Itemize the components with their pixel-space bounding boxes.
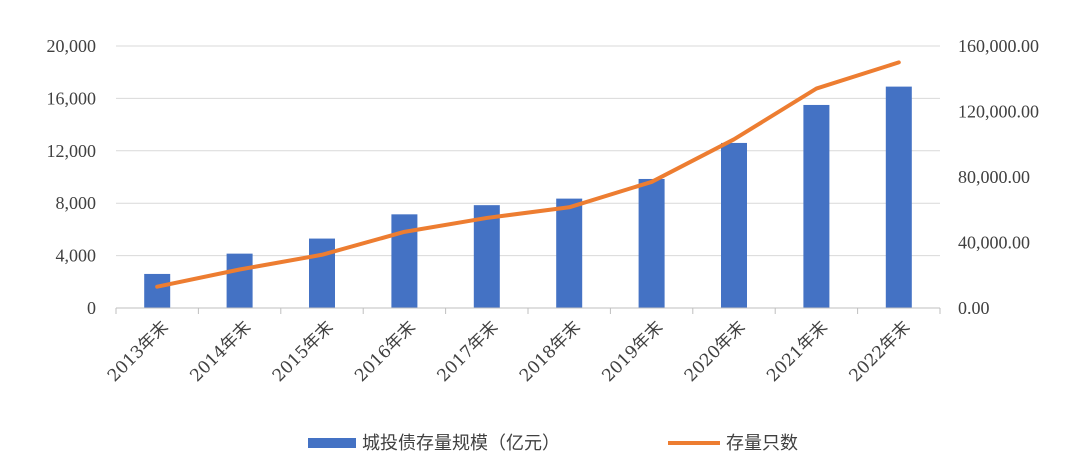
right-tick-label: 120,000.00 xyxy=(958,102,1039,122)
left-tick-label: 4,000 xyxy=(56,246,97,266)
x-tick-label: 2017年末 xyxy=(434,317,503,386)
x-tick-label: 2016年末 xyxy=(351,317,420,386)
x-tick-label: 2014年末 xyxy=(186,317,255,386)
x-axis-ticks: 2013年末 2014年末 2015年末 2016年末 2017年末 2018年末 2019… xyxy=(104,317,914,386)
left-tick-label: 16,000 xyxy=(47,88,97,108)
bar xyxy=(885,86,912,308)
bar xyxy=(226,253,253,308)
bar xyxy=(309,238,335,308)
bar xyxy=(721,142,747,308)
left-tick-label: 12,000 xyxy=(47,141,97,161)
x-tick-label: 2022年末 xyxy=(846,317,915,386)
right-tick-label: 160,000.00 xyxy=(958,36,1039,56)
left-tick-label: 0 xyxy=(87,298,96,318)
x-tick-label: 2015年末 xyxy=(269,317,338,386)
legend-bar-label: 城投债存量规模（亿元） xyxy=(362,433,560,454)
x-tick-label: 2019年末 xyxy=(598,317,667,386)
x-tick-label: 2020年末 xyxy=(681,317,750,386)
right-tick-label: 0.00 xyxy=(958,298,990,318)
bar xyxy=(556,198,583,308)
legend-line-label: 存量只数 xyxy=(726,433,798,454)
right-axis-ticks: 0.00 40,000.00 80,000.00 120,000.00 160,000.… xyxy=(958,36,1039,318)
axes xyxy=(115,307,941,314)
line-series xyxy=(155,60,901,289)
x-tick-label: 2013年末 xyxy=(104,317,173,386)
right-tick-label: 80,000.00 xyxy=(958,167,1030,187)
left-tick-label: 8,000 xyxy=(56,193,97,213)
left-tick-label: 20,000 xyxy=(47,36,97,56)
line-series-path xyxy=(155,60,901,289)
legend-bar-swatch xyxy=(308,438,356,448)
x-tick-label: 2021年末 xyxy=(763,317,832,386)
bar xyxy=(144,273,171,308)
bar xyxy=(473,205,500,308)
left-axis-ticks: 0 4,000 8,000 12,000 16,000 20,000 xyxy=(47,36,97,318)
legend: 城投债存量规模（亿元） 存量只数 xyxy=(308,433,798,454)
bar xyxy=(803,104,830,308)
bar xyxy=(638,178,665,308)
bar-series xyxy=(144,86,912,308)
right-tick-label: 40,000.00 xyxy=(958,233,1030,253)
x-tick-label: 2018年末 xyxy=(516,317,585,386)
